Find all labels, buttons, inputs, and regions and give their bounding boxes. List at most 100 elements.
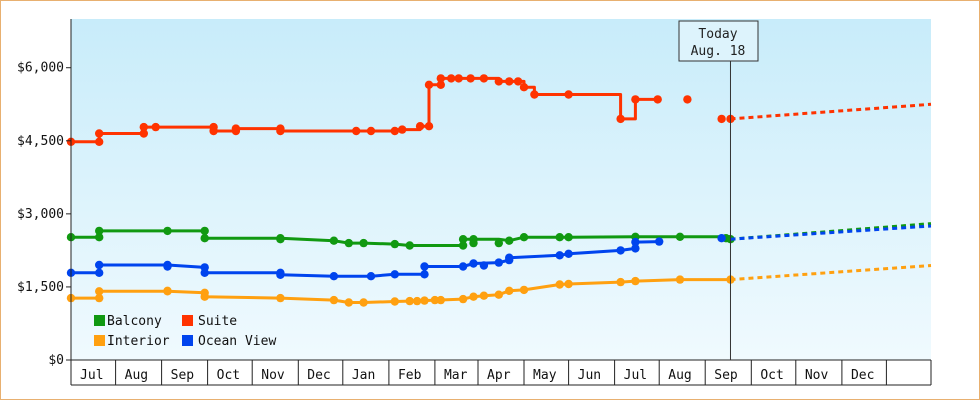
data-point-interior[interactable] (95, 287, 104, 296)
data-point-balcony[interactable] (675, 232, 685, 241)
data-point-balcony[interactable] (458, 235, 468, 244)
data-point-suite[interactable] (352, 126, 361, 136)
data-point-suite[interactable] (95, 137, 104, 146)
data-point-balcony[interactable] (276, 235, 285, 244)
data-point-balcony[interactable] (555, 233, 564, 242)
data-point-interior[interactable] (436, 295, 445, 305)
data-point-ocean-view[interactable] (458, 262, 468, 271)
data-point-suite[interactable] (479, 74, 489, 83)
data-point-balcony[interactable] (344, 238, 353, 248)
data-point-suite[interactable] (505, 77, 514, 86)
data-point-interior[interactable] (564, 279, 573, 289)
data-point-balcony[interactable] (564, 233, 573, 242)
data-point-ocean-view[interactable] (163, 262, 172, 271)
data-point-balcony[interactable] (329, 236, 339, 245)
data-point-balcony[interactable] (163, 226, 172, 236)
data-point-ocean-view[interactable] (366, 272, 376, 281)
data-point-suite[interactable] (95, 129, 104, 138)
data-point-suite[interactable] (564, 90, 573, 99)
data-point-balcony[interactable] (469, 238, 478, 248)
data-point-interior[interactable] (616, 277, 625, 287)
data-point-suite[interactable] (415, 122, 425, 131)
data-point-ocean-view[interactable] (276, 270, 285, 279)
data-point-balcony[interactable] (359, 238, 368, 248)
data-point-ocean-view[interactable] (631, 244, 640, 253)
data-point-interior[interactable] (163, 286, 172, 295)
data-point-balcony[interactable] (494, 238, 503, 248)
data-point-ocean-view[interactable] (469, 259, 478, 268)
data-point-suite[interactable] (447, 74, 456, 83)
data-point-interior[interactable] (420, 296, 429, 305)
data-point-ocean-view[interactable] (200, 268, 209, 277)
data-point-ocean-view[interactable] (505, 253, 514, 262)
data-point-suite[interactable] (519, 83, 529, 92)
data-point-suite[interactable] (631, 95, 640, 104)
data-point-balcony[interactable] (95, 226, 104, 236)
data-point-suite[interactable] (466, 74, 475, 83)
data-point-interior[interactable] (412, 296, 422, 306)
data-point-suite[interactable] (390, 126, 399, 136)
data-point-interior[interactable] (479, 291, 489, 300)
data-point-balcony[interactable] (519, 233, 529, 242)
data-point-ocean-view[interactable] (655, 237, 664, 246)
data-point-suite[interactable] (530, 90, 539, 99)
data-point-suite[interactable] (151, 122, 160, 132)
data-point-balcony[interactable] (390, 239, 399, 249)
data-point-balcony[interactable] (200, 226, 209, 236)
data-point-interior[interactable] (200, 292, 209, 301)
data-point-ocean-view[interactable] (420, 262, 429, 271)
data-point-ocean-view[interactable] (479, 261, 489, 270)
data-point-interior[interactable] (276, 293, 285, 303)
data-point-suite[interactable] (139, 122, 148, 132)
data-point-interior[interactable] (95, 293, 104, 303)
data-point-balcony[interactable] (95, 233, 104, 242)
data-point-interior[interactable] (458, 294, 468, 304)
data-point-balcony[interactable] (200, 234, 209, 243)
data-point-ocean-view[interactable] (616, 246, 625, 255)
data-point-interior[interactable] (405, 296, 414, 306)
data-point-balcony[interactable] (405, 241, 414, 250)
data-point-suite[interactable] (494, 77, 503, 86)
data-point-suite[interactable] (513, 77, 523, 86)
data-point-suite[interactable] (398, 125, 407, 134)
data-point-suite[interactable] (616, 114, 625, 124)
data-point-suite[interactable] (366, 126, 376, 136)
data-point-ocean-view[interactable] (95, 260, 104, 270)
data-point-suite[interactable] (454, 74, 463, 83)
data-point-ocean-view[interactable] (717, 234, 726, 243)
data-point-suite[interactable] (717, 114, 726, 124)
data-point-ocean-view[interactable] (420, 270, 429, 279)
data-point-interior[interactable] (469, 292, 478, 301)
data-point-balcony[interactable] (458, 241, 468, 250)
data-point-interior[interactable] (359, 298, 368, 307)
data-point-interior[interactable] (430, 295, 440, 305)
data-point-interior[interactable] (505, 286, 514, 295)
data-point-interior[interactable] (390, 297, 399, 306)
data-point-suite[interactable] (424, 122, 434, 131)
data-point-balcony[interactable] (505, 236, 514, 245)
data-point-suite[interactable] (231, 124, 241, 133)
data-point-interior[interactable] (344, 298, 353, 307)
data-point-ocean-view[interactable] (564, 249, 573, 258)
data-point-suite[interactable] (139, 129, 148, 138)
data-point-ocean-view[interactable] (494, 258, 503, 267)
data-point-interior[interactable] (675, 275, 685, 284)
data-point-suite[interactable] (209, 126, 218, 136)
data-point-interior[interactable] (519, 285, 529, 295)
data-point-interior[interactable] (329, 295, 339, 305)
data-point-suite[interactable] (653, 95, 662, 104)
data-point-suite[interactable] (683, 95, 692, 104)
data-point-suite[interactable] (436, 74, 445, 83)
data-point-ocean-view[interactable] (631, 237, 640, 247)
data-point-interior[interactable] (494, 290, 503, 299)
data-point-interior[interactable] (555, 280, 564, 289)
data-point-suite[interactable] (436, 80, 445, 90)
data-point-ocean-view[interactable] (95, 268, 104, 277)
data-point-interior[interactable] (631, 276, 640, 286)
data-point-suite[interactable] (276, 126, 285, 136)
data-point-ocean-view[interactable] (329, 272, 339, 281)
data-point-ocean-view[interactable] (555, 251, 564, 260)
data-point-ocean-view[interactable] (390, 270, 399, 279)
data-point-suite[interactable] (424, 80, 434, 90)
projection-line-interior (730, 264, 932, 282)
